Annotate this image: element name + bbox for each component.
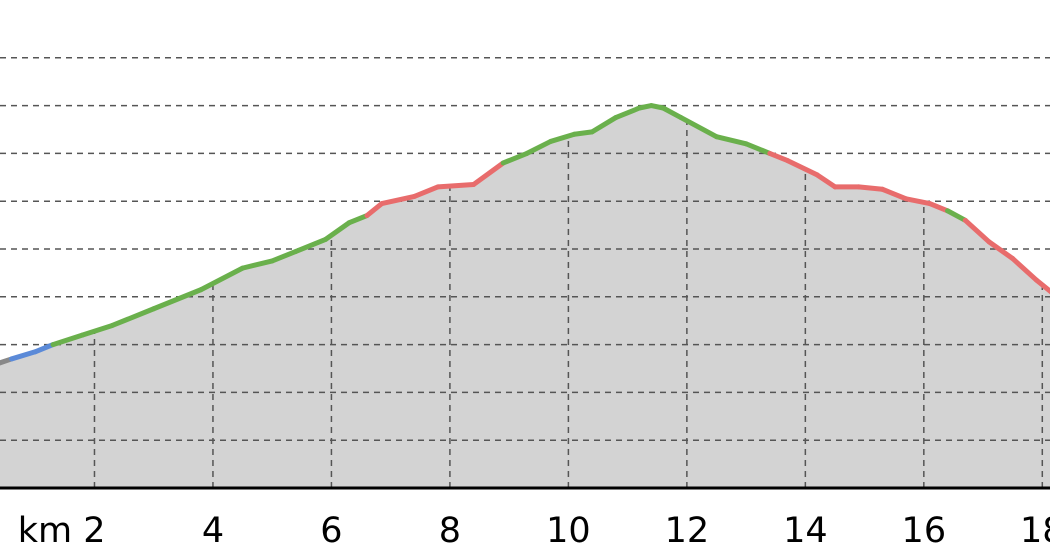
elevation-line-segment	[945, 208, 968, 223]
elevation-line-segment	[80, 322, 115, 338]
elevation-line-segment	[713, 134, 749, 147]
elevation-line-segment	[743, 141, 773, 156]
elevation-line-segment	[767, 150, 791, 164]
elevation-line-segment	[435, 181, 477, 190]
elevation-line-segment	[500, 150, 530, 166]
elevation-line-segment	[109, 306, 157, 328]
elevation-line-segment	[548, 131, 577, 144]
elevation-line-segment	[151, 287, 204, 312]
elevation-line-segment	[9, 349, 38, 362]
grid-lines	[0, 57, 1050, 488]
elevation-line-segment	[927, 201, 951, 214]
x-tick-labels: km 2 4 6 8 10 12 14 16 18	[18, 511, 1050, 551]
elevation-line-segment	[240, 258, 275, 271]
elevation-area	[0, 105, 1050, 488]
elevation-line-segment	[571, 129, 595, 137]
elevation-line-segment	[379, 193, 417, 207]
x-tick-label: 18	[1020, 511, 1050, 551]
elevation-line	[0, 103, 1050, 366]
elevation-line-segment	[323, 220, 352, 242]
x-tick-label: 8	[439, 511, 461, 551]
elevation-line-segment	[269, 248, 299, 264]
elevation-line-segment	[962, 217, 992, 245]
x-tick-label: 14	[783, 511, 828, 551]
elevation-line-segment	[660, 105, 684, 121]
elevation-line-segment	[471, 160, 506, 187]
elevation-line-segment	[903, 196, 933, 207]
elevation-line-segment	[986, 239, 1016, 262]
elevation-line-segment	[364, 201, 385, 219]
elevation-line-segment	[0, 356, 15, 366]
elevation-line-segment	[50, 332, 86, 348]
elevation-line-segment	[589, 115, 619, 135]
elevation-area-fill	[0, 105, 1050, 488]
elevation-line-segment	[524, 138, 554, 156]
elevation-line-segment	[293, 236, 329, 254]
elevation-line-segment	[346, 213, 370, 226]
elevation-line-segment	[1010, 256, 1039, 283]
x-tick-label: 6	[320, 511, 342, 551]
elevation-line-segment	[785, 158, 820, 178]
x-tick-label: km 2	[18, 511, 106, 551]
elevation-line-segment	[856, 184, 885, 192]
x-tick-label: 10	[546, 511, 591, 551]
x-tick-label: 12	[665, 511, 710, 551]
elevation-line-segment	[411, 184, 441, 199]
elevation-line-segment	[1033, 277, 1050, 295]
elevation-line-segment	[198, 265, 246, 293]
elevation-line-segment	[613, 105, 642, 121]
x-tick-label: 16	[902, 511, 947, 551]
x-tick-label: 4	[202, 511, 224, 551]
elevation-line-segment	[32, 342, 56, 355]
elevation-line-segment	[814, 172, 838, 190]
elevation-line-segment	[879, 186, 909, 202]
elevation-line-segment	[678, 115, 719, 140]
